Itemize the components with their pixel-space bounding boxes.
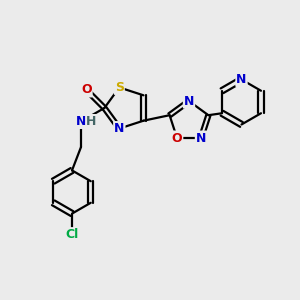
Text: Cl: Cl — [65, 228, 79, 241]
Text: N: N — [114, 122, 124, 135]
Text: O: O — [81, 83, 92, 97]
Text: N: N — [76, 115, 86, 128]
Text: S: S — [115, 81, 124, 94]
Text: N: N — [196, 131, 206, 145]
Text: N: N — [236, 73, 247, 86]
Text: H: H — [86, 115, 97, 128]
Text: O: O — [172, 131, 182, 145]
Text: N: N — [184, 94, 194, 108]
